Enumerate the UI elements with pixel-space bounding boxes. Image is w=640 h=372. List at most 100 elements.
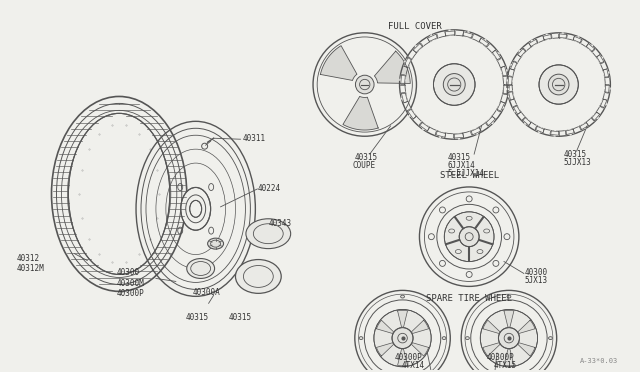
Text: 40300P: 40300P (487, 353, 515, 362)
Polygon shape (504, 310, 514, 327)
Polygon shape (428, 34, 438, 41)
Polygon shape (453, 134, 463, 138)
Text: A-33*0.03: A-33*0.03 (580, 358, 618, 364)
Polygon shape (401, 92, 408, 103)
Polygon shape (600, 99, 607, 108)
Text: 40315: 40315 (564, 150, 587, 159)
Ellipse shape (207, 238, 223, 249)
Text: 4TX15: 4TX15 (494, 361, 517, 370)
Polygon shape (397, 310, 408, 327)
Text: 40300A: 40300A (193, 288, 220, 297)
Ellipse shape (180, 187, 211, 230)
Polygon shape (579, 123, 588, 130)
Text: FULL COVER: FULL COVER (388, 22, 442, 31)
Text: 40315: 40315 (447, 153, 470, 162)
Polygon shape (559, 34, 568, 38)
Polygon shape (445, 31, 455, 35)
Polygon shape (435, 131, 445, 137)
Polygon shape (501, 66, 507, 77)
Polygon shape (408, 109, 416, 119)
Circle shape (444, 212, 494, 262)
Ellipse shape (189, 201, 202, 217)
Text: 6JJX14: 6JJX14 (447, 161, 475, 170)
Polygon shape (518, 320, 535, 333)
Polygon shape (543, 34, 552, 40)
Ellipse shape (236, 260, 281, 294)
Text: 40300
40300M
40300P: 40300 40300M 40300P (116, 269, 144, 298)
Ellipse shape (359, 337, 363, 340)
Polygon shape (412, 320, 429, 333)
Polygon shape (374, 51, 410, 83)
Polygon shape (483, 320, 500, 333)
Polygon shape (508, 76, 512, 84)
Polygon shape (470, 128, 481, 135)
Ellipse shape (68, 113, 170, 275)
Text: 40315: 40315 (186, 313, 209, 322)
Text: 5.5JJX14: 5.5JJX14 (447, 169, 484, 178)
Polygon shape (343, 96, 378, 130)
Polygon shape (504, 349, 514, 366)
Ellipse shape (465, 337, 469, 340)
Polygon shape (376, 343, 394, 356)
Text: COUPE: COUPE (353, 161, 376, 170)
Polygon shape (522, 117, 531, 125)
Text: 4TX14: 4TX14 (401, 361, 425, 370)
Polygon shape (604, 69, 609, 78)
Text: 5JJX13: 5JJX13 (564, 158, 591, 167)
Text: 40300: 40300 (525, 269, 548, 278)
Polygon shape (565, 129, 574, 135)
Polygon shape (591, 112, 600, 121)
Polygon shape (321, 46, 357, 80)
Polygon shape (497, 102, 504, 112)
Text: 40312
40312M: 40312 40312M (17, 254, 44, 273)
Polygon shape (605, 84, 609, 93)
Polygon shape (529, 39, 538, 46)
Polygon shape (518, 48, 526, 57)
Polygon shape (503, 84, 508, 95)
Polygon shape (483, 343, 500, 356)
Text: 5JX13: 5JX13 (525, 276, 548, 285)
Circle shape (499, 328, 520, 349)
Text: 40343: 40343 (268, 219, 291, 228)
Text: 40300P: 40300P (395, 353, 422, 362)
Polygon shape (511, 61, 517, 70)
Polygon shape (412, 343, 429, 356)
Polygon shape (513, 105, 520, 114)
Ellipse shape (401, 295, 404, 298)
Polygon shape (413, 43, 423, 52)
Circle shape (480, 310, 538, 367)
Ellipse shape (246, 219, 291, 248)
Circle shape (539, 65, 579, 104)
Polygon shape (404, 57, 412, 67)
Text: 40315: 40315 (228, 313, 252, 322)
Polygon shape (479, 38, 490, 47)
Ellipse shape (507, 295, 511, 298)
Polygon shape (486, 116, 495, 126)
Circle shape (460, 227, 479, 247)
Polygon shape (492, 50, 501, 60)
Ellipse shape (548, 337, 552, 340)
Circle shape (444, 74, 465, 96)
Polygon shape (573, 36, 582, 43)
Polygon shape (463, 32, 474, 38)
Text: 40315: 40315 (355, 153, 378, 162)
Polygon shape (376, 320, 394, 333)
Ellipse shape (187, 259, 214, 278)
Polygon shape (550, 131, 559, 135)
Ellipse shape (442, 337, 446, 340)
Circle shape (548, 74, 569, 95)
Polygon shape (596, 55, 604, 64)
Circle shape (433, 64, 475, 105)
Text: SPARE TIRE WHEEL: SPARE TIRE WHEEL (426, 294, 512, 303)
Text: 40311: 40311 (243, 134, 266, 143)
Text: 40224: 40224 (257, 184, 280, 193)
Polygon shape (397, 349, 408, 366)
Polygon shape (518, 343, 535, 356)
Polygon shape (419, 122, 429, 131)
Text: STEEL WHEEL: STEEL WHEEL (440, 171, 499, 180)
Polygon shape (586, 44, 595, 52)
Circle shape (374, 310, 431, 367)
Polygon shape (401, 74, 405, 84)
Circle shape (392, 328, 413, 349)
Polygon shape (535, 126, 544, 133)
